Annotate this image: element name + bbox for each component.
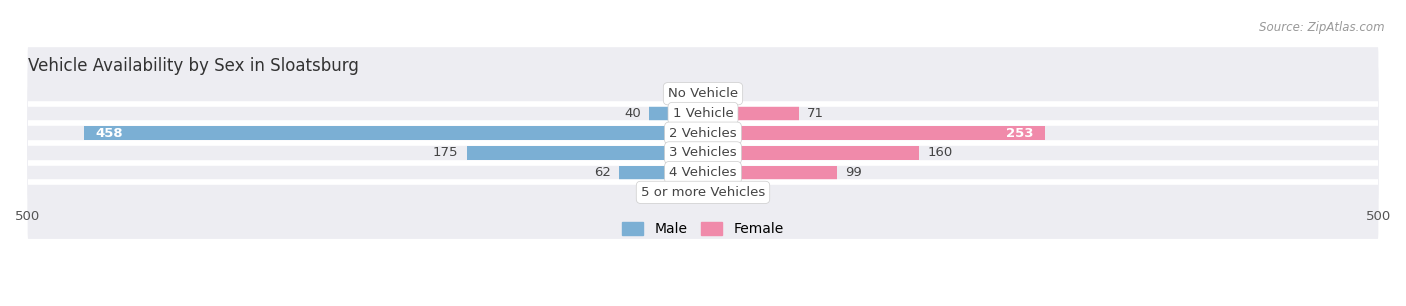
Bar	[650, 106, 703, 121]
Text: 99: 99	[845, 166, 862, 179]
Text: 175: 175	[433, 146, 458, 159]
FancyBboxPatch shape	[28, 67, 1378, 160]
Text: 5 or more Vehicles: 5 or more Vehicles	[641, 186, 765, 199]
Bar	[84, 126, 703, 140]
Text: 0: 0	[683, 87, 692, 100]
Bar	[703, 106, 799, 121]
Bar	[703, 185, 741, 200]
Text: 253: 253	[1007, 127, 1033, 140]
FancyBboxPatch shape	[28, 106, 1378, 200]
Text: 2 Vehicles: 2 Vehicles	[669, 127, 737, 140]
Text: Vehicle Availability by Sex in Sloatsburg: Vehicle Availability by Sex in Sloatsbur…	[28, 57, 359, 75]
Bar	[619, 166, 703, 180]
Text: 4 Vehicles: 4 Vehicles	[669, 166, 737, 179]
Bar	[679, 185, 703, 200]
Text: No Vehicle: No Vehicle	[668, 87, 738, 100]
Bar	[703, 126, 1045, 140]
Text: 18: 18	[654, 186, 671, 199]
FancyBboxPatch shape	[28, 47, 1378, 140]
Text: Source: ZipAtlas.com: Source: ZipAtlas.com	[1260, 21, 1385, 34]
Bar	[703, 166, 837, 180]
Text: 71: 71	[807, 107, 824, 120]
Bar	[703, 146, 920, 160]
Text: 62: 62	[595, 166, 612, 179]
Text: 28: 28	[749, 186, 766, 199]
Text: 160: 160	[927, 146, 952, 159]
FancyBboxPatch shape	[28, 146, 1378, 239]
FancyBboxPatch shape	[28, 87, 1378, 180]
Text: 1 Vehicle: 1 Vehicle	[672, 107, 734, 120]
Bar	[467, 146, 703, 160]
FancyBboxPatch shape	[28, 126, 1378, 219]
Text: 40: 40	[624, 107, 641, 120]
Legend: Male, Female: Male, Female	[623, 222, 783, 236]
Text: 0: 0	[714, 87, 723, 100]
Text: 3 Vehicles: 3 Vehicles	[669, 146, 737, 159]
Text: 458: 458	[96, 127, 122, 140]
